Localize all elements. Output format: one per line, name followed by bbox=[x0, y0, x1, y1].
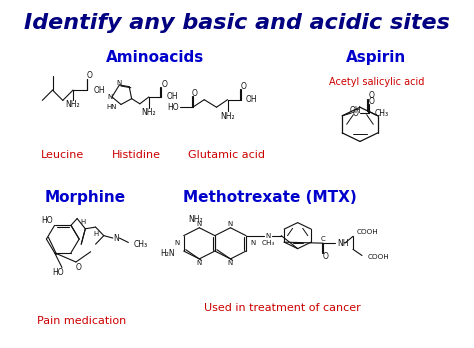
Text: OH: OH bbox=[93, 86, 105, 95]
Text: Aminoacids: Aminoacids bbox=[106, 50, 204, 65]
Text: CH₃: CH₃ bbox=[374, 109, 388, 118]
Text: NH₂: NH₂ bbox=[220, 112, 235, 121]
Text: N: N bbox=[265, 233, 270, 239]
Text: O: O bbox=[162, 80, 167, 89]
Text: Used in treatment of cancer: Used in treatment of cancer bbox=[204, 302, 360, 313]
Text: NH₂: NH₂ bbox=[142, 108, 156, 117]
Text: Identify any basic and acidic sites: Identify any basic and acidic sites bbox=[24, 13, 450, 33]
Text: NH₂: NH₂ bbox=[188, 215, 202, 224]
Text: O: O bbox=[369, 92, 374, 101]
Text: N: N bbox=[197, 221, 202, 227]
Text: N: N bbox=[250, 240, 255, 246]
Text: O: O bbox=[369, 96, 374, 105]
Text: NH: NH bbox=[337, 239, 349, 248]
Text: Histidine: Histidine bbox=[112, 150, 161, 160]
Text: HN: HN bbox=[106, 104, 117, 110]
Text: N: N bbox=[228, 260, 233, 266]
Text: Methotrexate (MTX): Methotrexate (MTX) bbox=[183, 190, 356, 205]
Text: N: N bbox=[113, 234, 119, 243]
Text: Aspirin: Aspirin bbox=[346, 50, 407, 65]
Text: OH: OH bbox=[246, 95, 258, 104]
Text: O: O bbox=[75, 263, 82, 272]
Text: HO: HO bbox=[52, 268, 64, 277]
Text: Acetyl salicylic acid: Acetyl salicylic acid bbox=[328, 77, 424, 87]
Text: COOH: COOH bbox=[357, 229, 378, 235]
Text: CH₃: CH₃ bbox=[262, 240, 275, 246]
Text: O: O bbox=[192, 89, 198, 98]
Text: C: C bbox=[321, 236, 326, 242]
Text: H₂N: H₂N bbox=[160, 249, 175, 258]
Text: HO: HO bbox=[41, 216, 53, 225]
Text: N: N bbox=[116, 80, 121, 86]
Text: N: N bbox=[107, 94, 112, 100]
Text: NH₂: NH₂ bbox=[66, 100, 81, 109]
Text: O: O bbox=[352, 109, 358, 118]
Text: N: N bbox=[228, 221, 233, 227]
Text: O: O bbox=[86, 71, 92, 80]
Text: O: O bbox=[241, 82, 247, 91]
Text: CH₃: CH₃ bbox=[134, 240, 148, 250]
Text: HO: HO bbox=[167, 103, 178, 112]
Text: COOH: COOH bbox=[367, 254, 389, 260]
Text: O: O bbox=[322, 252, 328, 261]
Text: H: H bbox=[94, 231, 99, 237]
Text: H: H bbox=[81, 219, 86, 225]
Text: OH: OH bbox=[166, 93, 178, 102]
Text: Pain medication: Pain medication bbox=[36, 316, 126, 326]
Text: N: N bbox=[174, 240, 180, 246]
Text: N: N bbox=[197, 260, 202, 266]
Text: Glutamic acid: Glutamic acid bbox=[188, 150, 265, 160]
Text: Leucine: Leucine bbox=[41, 150, 84, 160]
Text: OH: OH bbox=[350, 106, 361, 115]
Text: Morphine: Morphine bbox=[45, 190, 126, 205]
